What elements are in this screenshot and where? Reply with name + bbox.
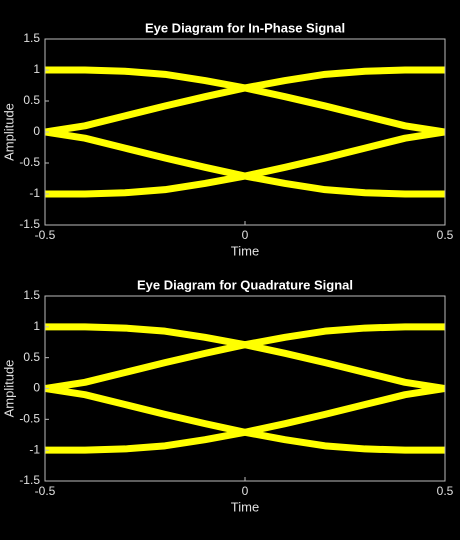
y-tick-label: 0.5: [23, 350, 40, 364]
y-tick-label: 1.5: [23, 31, 40, 45]
eye-trace: [45, 128, 445, 180]
y-tick-label: 0: [33, 381, 40, 395]
x-tick-label: 0.5: [437, 228, 454, 242]
y-tick-label: -1.5: [19, 217, 40, 231]
chart-title: Eye Diagram for In-Phase Signal: [145, 20, 345, 35]
y-tick-label: -0.5: [19, 155, 40, 169]
y-tick-label: -1.5: [19, 473, 40, 487]
y-axis-label: Amplitude: [1, 103, 16, 161]
y-tick-label: 0.5: [23, 93, 40, 107]
y-tick-label: -1: [29, 442, 40, 456]
x-tick-label: -0.5: [35, 484, 56, 498]
axes-background: [45, 296, 445, 481]
y-tick-label: -0.5: [19, 412, 40, 426]
x-tick-label: 0: [242, 228, 249, 242]
y-tick-label: 0: [33, 124, 40, 138]
axes-background: [45, 39, 445, 225]
x-tick-label: 0.5: [437, 484, 454, 498]
x-axis-label: Time: [231, 243, 259, 258]
eye-trace: [45, 341, 445, 392]
x-tick-label: -0.5: [35, 228, 56, 242]
y-axis-label: Amplitude: [1, 360, 16, 418]
x-axis-label: Time: [231, 499, 259, 514]
y-tick-label: 1: [33, 319, 40, 333]
y-tick-label: 1: [33, 62, 40, 76]
chart-title: Eye Diagram for Quadrature Signal: [137, 277, 353, 292]
eye-trace: [45, 84, 445, 136]
y-tick-label: 1.5: [23, 288, 40, 302]
x-tick-label: 0: [242, 484, 249, 498]
eye-trace: [45, 385, 445, 436]
y-tick-label: -1: [29, 186, 40, 200]
